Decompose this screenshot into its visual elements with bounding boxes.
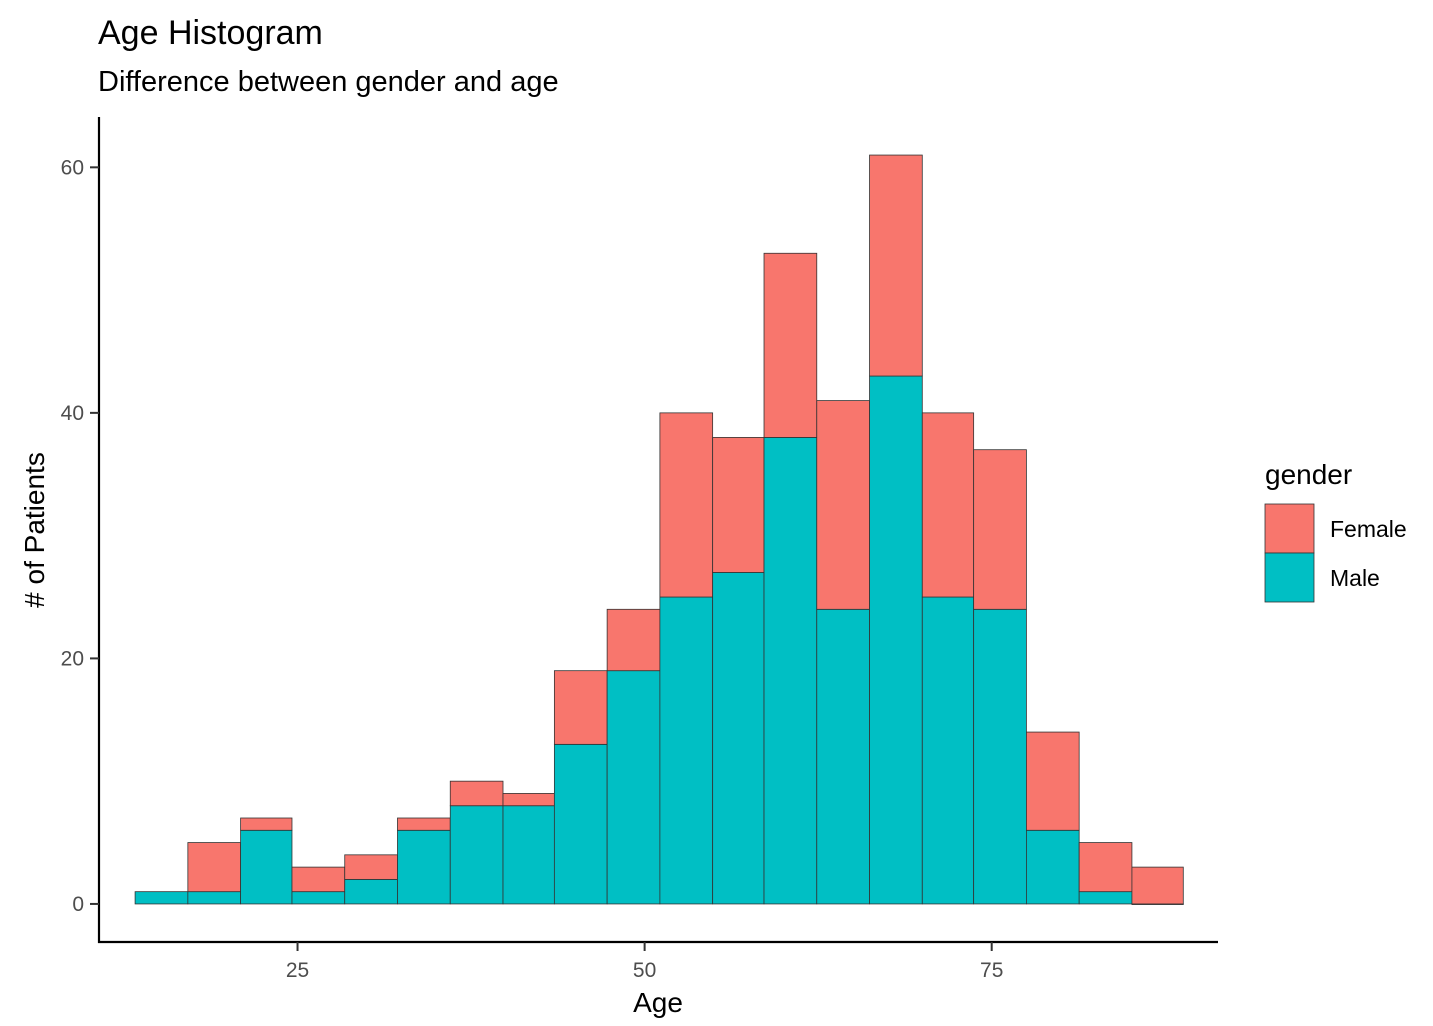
x-tick-label: 50: [633, 959, 656, 982]
bar-female: [763, 252, 818, 438]
legend-swatch-female: [1264, 503, 1315, 554]
y-tick-label: 40: [61, 402, 84, 425]
bar-male: [240, 829, 293, 905]
bar-female: [240, 817, 293, 831]
legend-label-female: Female: [1330, 516, 1407, 542]
x-tick-label: 25: [286, 959, 309, 982]
bar-male: [1078, 891, 1133, 905]
x-axis-ticks: 25 50 75: [286, 942, 1003, 982]
bar-male: [291, 891, 346, 905]
bar-male: [659, 596, 714, 905]
bar-male: [187, 891, 242, 905]
bar-male: [816, 608, 870, 905]
legend-swatch-male: [1264, 552, 1315, 603]
bar-female: [921, 412, 975, 598]
bar-female: [712, 437, 765, 573]
bar-female: [1078, 842, 1133, 893]
bar-female: [816, 400, 870, 610]
bar-female: [973, 449, 1027, 610]
bar-male: [973, 608, 1027, 905]
x-tick-label: 75: [980, 959, 1003, 982]
bar-male: [553, 743, 608, 905]
bar-female: [606, 608, 661, 672]
legend-title: gender: [1265, 459, 1352, 490]
bar-female: [553, 670, 608, 745]
bar-female: [449, 780, 504, 807]
chart-title: Age Histogram: [98, 14, 323, 52]
bar-male: [1026, 829, 1080, 905]
chart-subtitle: Difference between gender and age: [98, 66, 559, 98]
bar-male: [606, 670, 661, 905]
x-axis-title: Age: [633, 987, 683, 1018]
bar-female: [1026, 731, 1080, 831]
bar-female: [502, 793, 555, 807]
bar-male: [344, 878, 398, 905]
bars-group: [134, 154, 1184, 905]
bar-female: [1131, 866, 1184, 905]
legend: gender Female Male: [1264, 459, 1407, 603]
bar-male: [502, 805, 555, 905]
bar-female: [187, 842, 242, 893]
bar-female: [869, 154, 923, 377]
bar-female: [659, 412, 714, 598]
bar-male: [449, 805, 504, 905]
bar-male: [397, 829, 451, 905]
y-axis-title: # of Patients: [19, 452, 50, 608]
bar-male: [763, 437, 818, 905]
bar-male: [712, 572, 765, 905]
bar-female: [397, 817, 451, 831]
bar-male: [134, 891, 189, 905]
y-tick-label: 60: [61, 156, 84, 179]
bar-male: [921, 596, 975, 905]
y-axis-ticks: 0 20 40 60: [61, 156, 99, 916]
y-tick-label: 0: [72, 893, 84, 916]
bar-male: [869, 375, 923, 905]
y-tick-label: 20: [61, 647, 84, 670]
bar-female: [344, 854, 398, 880]
bar-female: [291, 866, 346, 893]
legend-label-male: Male: [1330, 565, 1380, 591]
